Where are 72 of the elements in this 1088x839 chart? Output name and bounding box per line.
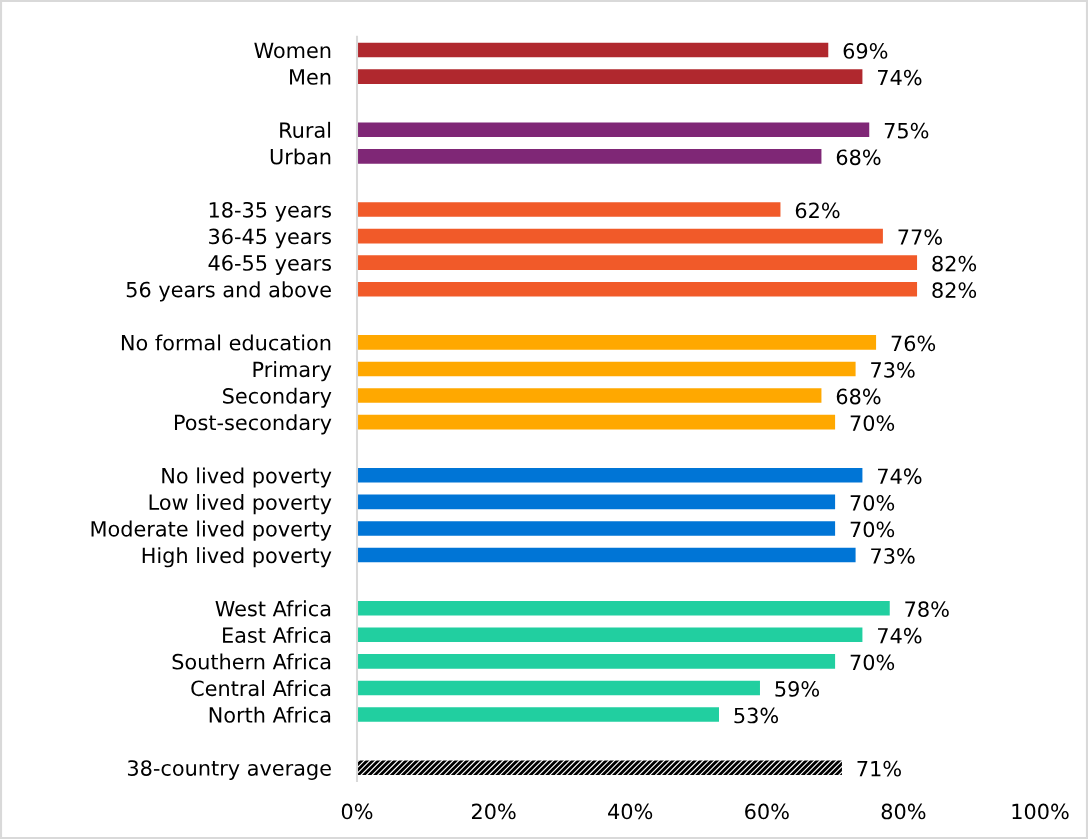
bar: [357, 255, 918, 270]
data-label: 74%: [878, 69, 922, 86]
data-label: 75%: [884, 122, 929, 139]
bar: [357, 627, 863, 643]
y-tick-label: Central Africa: [191, 680, 331, 697]
bar: [357, 680, 760, 696]
x-tick-label: 100%: [1012, 803, 1069, 820]
y-tick-label: 56 years and above: [126, 281, 331, 302]
bar: [357, 361, 856, 377]
data-label: 69%: [843, 43, 888, 59]
bar: [357, 760, 842, 776]
y-tick-label: 36-45 years: [209, 228, 331, 249]
bar: [357, 42, 829, 58]
bar: [357, 122, 870, 138]
data-label: 82%: [932, 255, 977, 272]
y-tick-label: Secondary: [223, 387, 332, 408]
y-tick-label: Men: [290, 69, 331, 85]
y-tick-label: Rural: [280, 121, 331, 138]
y-tick-label: 38-country average: [127, 760, 331, 780]
data-label: 70%: [850, 521, 895, 538]
y-tick-label: Post-secondary: [174, 414, 332, 435]
bar: [357, 335, 877, 350]
bar: [357, 468, 863, 483]
bar: [357, 388, 822, 403]
y-tick-label: East Africa: [223, 626, 331, 644]
x-tick-label: 20%: [471, 803, 516, 820]
data-label: 73%: [871, 362, 915, 378]
bar: [357, 494, 836, 510]
bar: [357, 69, 863, 84]
bar: [357, 600, 890, 616]
data-label: 74%: [878, 468, 922, 485]
y-tick-label: North Africa: [209, 706, 331, 723]
bar: [357, 547, 856, 563]
y-tick-label: West Africa: [215, 600, 331, 617]
data-label: 53%: [734, 707, 779, 724]
y-tick-label: Women: [254, 42, 331, 59]
y-tick-label: Southern Africa: [172, 653, 331, 670]
x-tick-label: 0%: [341, 803, 373, 820]
data-label: 68%: [836, 149, 881, 166]
bar: [357, 281, 918, 297]
y-tick-label: Low lived poverty: [149, 493, 332, 515]
bar: [357, 414, 836, 430]
data-label: 74%: [878, 627, 922, 644]
data-label: 71%: [857, 760, 901, 777]
data-label: 78%: [905, 601, 949, 618]
data-label: 68%: [836, 388, 881, 405]
data-label: 70%: [850, 654, 895, 671]
x-tick-label: 40%: [608, 803, 653, 820]
data-label: 59%: [775, 681, 820, 697]
bar: [357, 149, 822, 164]
y-tick-label: No lived poverty: [162, 467, 332, 488]
data-label: 82%: [932, 282, 977, 299]
data-label: 62%: [795, 202, 840, 219]
y-tick-label: 18-35 years: [209, 201, 331, 222]
data-label: 73%: [871, 548, 915, 564]
bar: [357, 654, 836, 669]
data-label: 76%: [891, 335, 936, 352]
bar: [357, 228, 883, 244]
data-label: 77%: [898, 229, 942, 245]
data-label: 70%: [850, 415, 895, 431]
bar: [357, 521, 836, 536]
bar: [357, 202, 781, 217]
y-tick-label: Urban: [270, 148, 331, 165]
y-tick-label: High lived poverty: [142, 547, 332, 568]
y-tick-label: 46-55 years: [208, 255, 331, 275]
bar: [357, 707, 719, 722]
data-label: 70%: [850, 494, 895, 511]
y-tick-label: Moderate lived poverty: [91, 520, 332, 541]
y-tick-label: Primary: [253, 361, 332, 382]
y-tick-label: No formal education: [121, 334, 331, 351]
x-tick-label: 60%: [745, 803, 789, 820]
x-tick-label: 80%: [881, 803, 926, 820]
